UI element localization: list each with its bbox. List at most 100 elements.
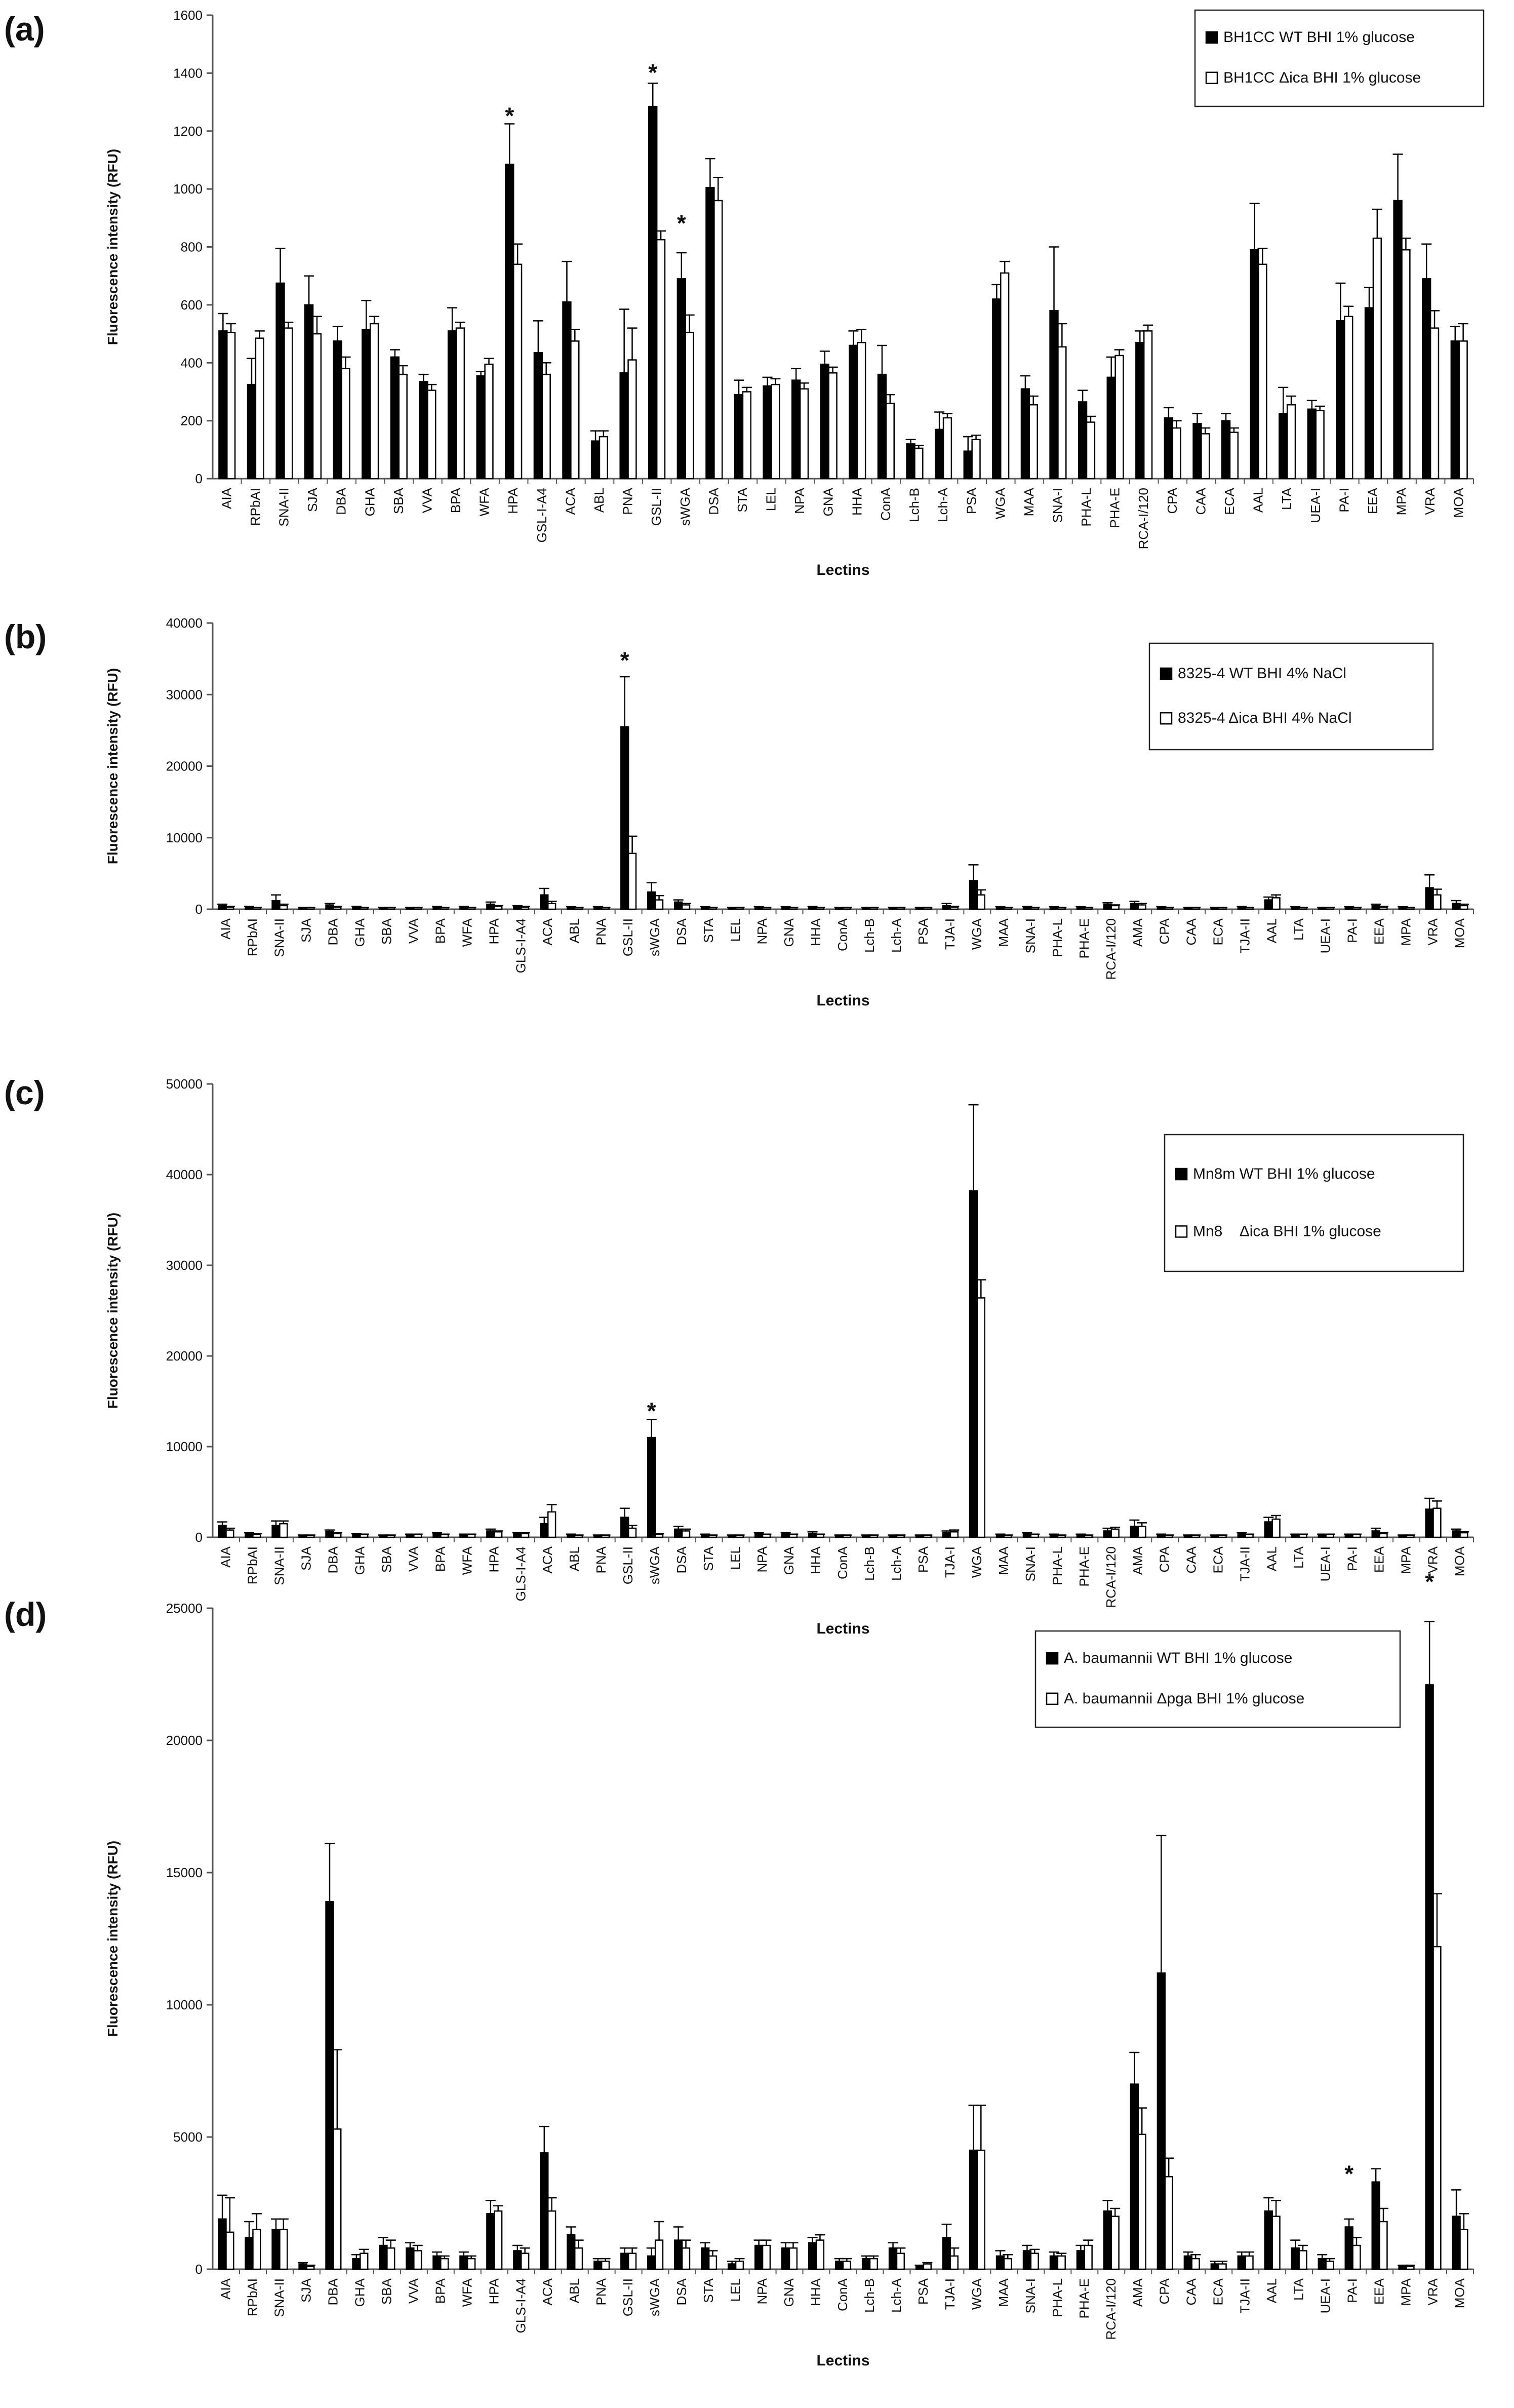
legend-label: A. baumannii Δpga BHI 1% glucose: [1064, 1690, 1304, 1707]
legend-swatch-wt: [1205, 31, 1218, 44]
bar-mutant: [1201, 433, 1210, 480]
category-label: BPA: [432, 2278, 448, 2304]
bar-mutant: [656, 239, 666, 480]
chart-panel-4: (d) 0 5000 10000 15000 20000 25000 Fluorescence…: [4, 1568, 1474, 2369]
y-tick-label: 40000: [166, 1167, 203, 1182]
bar-mutant: [1379, 2221, 1388, 2270]
y-tick-label: 30000: [166, 687, 203, 702]
category-label: RPbAI: [248, 488, 263, 526]
panel-label: (b): [4, 618, 47, 655]
bar-mutant: [949, 1531, 959, 1538]
bar-wt: [1371, 2181, 1380, 2270]
bar-wt: [888, 1535, 898, 1538]
bar-mutant: [333, 906, 342, 910]
bar-wt: [1076, 2250, 1086, 2270]
category-label: GNA: [781, 1546, 796, 1575]
bar-wt: [593, 1535, 603, 1538]
bar-mutant: [547, 2210, 556, 2270]
bar-mutant: [771, 383, 780, 480]
category-label: AMA: [1130, 2278, 1145, 2307]
bar-wt: [1318, 1534, 1327, 1538]
x-axis-title: Lectins: [816, 992, 869, 1009]
bar-mutant: [685, 331, 694, 480]
category-label: ECA: [1211, 1546, 1226, 1573]
bar-wt: [1264, 1521, 1273, 1538]
bar-mutant: [1110, 905, 1120, 910]
legend-label: Mn8 Δica BHI 1% glucose: [1193, 1223, 1381, 1239]
category-label: RCA-I/120: [1103, 2278, 1119, 2340]
category-label: RCA-I/120: [1103, 918, 1119, 980]
bar-mutant: [1245, 2255, 1254, 2270]
bar-mutant: [226, 331, 236, 480]
category-label: WFA: [459, 1546, 474, 1575]
category-label: SBA: [391, 487, 406, 514]
y-tick-label: 20000: [166, 759, 203, 774]
bar-wt: [593, 2261, 603, 2270]
category-label: TJA-II: [1238, 2278, 1253, 2313]
bar-wt: [995, 2255, 1005, 2270]
category-label: RPbAI: [245, 1546, 260, 1584]
category-label: AMA: [1130, 1546, 1145, 1575]
y-tick-label: 200: [181, 413, 203, 429]
bar-mutant: [1432, 1507, 1442, 1538]
legend-swatch-mutant: [1175, 1225, 1188, 1238]
category-label: PHA-L: [1079, 488, 1094, 527]
category-label: ACA: [540, 2278, 555, 2305]
bar-mutant: [1003, 2258, 1012, 2270]
bar-mutant: [1352, 1534, 1361, 1538]
category-label: MAA: [1021, 487, 1037, 516]
bar-mutant: [467, 1534, 476, 1538]
category-label: GSL-II: [649, 488, 664, 526]
y-axis-title: Fluorescence intensity (RFU): [105, 149, 121, 345]
bar-mutant: [521, 2252, 530, 2270]
bar-mutant: [885, 403, 895, 480]
bar-mutant: [455, 327, 465, 480]
bar-wt: [505, 164, 514, 480]
bar-wt: [877, 373, 887, 480]
category-label: LEL: [764, 488, 779, 511]
bar-wt: [619, 372, 629, 480]
bar-mutant: [413, 2250, 422, 2270]
category-label: SNA-II: [271, 918, 287, 957]
bar-wt: [1106, 376, 1116, 480]
category-label: DSA: [706, 487, 721, 515]
category-label: PHA-E: [1077, 2278, 1092, 2318]
significance-star: *: [1425, 1568, 1434, 1595]
category-label: HPA: [486, 1546, 501, 1572]
category-label: SBA: [379, 1546, 394, 1573]
category-label: GHA: [362, 487, 377, 516]
bar-wt: [1264, 899, 1273, 910]
bar-mutant: [398, 373, 408, 480]
category-label: WFA: [459, 918, 474, 947]
y-tick-label: 30000: [166, 1258, 203, 1273]
panel-label: (d): [4, 1596, 47, 1633]
category-label: WGA: [969, 1546, 984, 1578]
bar-mutant: [225, 2231, 234, 2270]
y-tick-label: 10000: [166, 830, 203, 845]
category-label: ConA: [835, 918, 850, 951]
bar-mutant: [1191, 1535, 1200, 1538]
bar-mutant: [284, 327, 293, 480]
bar-mutant: [842, 1535, 852, 1538]
y-tick-label: 1400: [173, 65, 203, 81]
bar-wt: [352, 2258, 361, 2270]
bar-wt: [1291, 2247, 1300, 2270]
category-label: HHA: [808, 2278, 823, 2306]
legend-swatch-mutant: [1046, 1692, 1059, 1705]
bar-mutant: [341, 368, 350, 480]
category-label: EEA: [1365, 487, 1380, 514]
bar-mutant: [279, 1523, 288, 1538]
category-label: AAL: [1264, 1546, 1280, 1571]
category-label: DBA: [325, 918, 340, 945]
bar-wt: [245, 2237, 254, 2270]
bar-wt: [620, 1517, 629, 1538]
bar-mutant: [440, 2258, 449, 2270]
bar-wt: [781, 2247, 790, 2270]
bar-mutant: [255, 337, 264, 480]
legend-box: [1148, 642, 1434, 751]
bar-mutant: [815, 1534, 825, 1538]
category-label: ACA: [563, 487, 578, 515]
bar-mutant: [312, 333, 322, 480]
bar-mutant: [1325, 2261, 1334, 2270]
category-label: AAL: [1251, 488, 1266, 513]
